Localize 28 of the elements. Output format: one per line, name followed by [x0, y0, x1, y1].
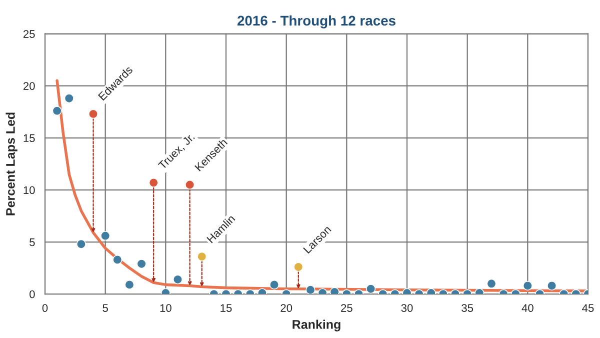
y-tick-label: 0 [30, 290, 35, 298]
x-tick-label: 30 [401, 304, 413, 312]
x-tick-label: 0 [42, 304, 48, 312]
x-tick-label: 45 [582, 304, 594, 312]
point [330, 287, 340, 294]
y-tick-label: 25 [23, 30, 35, 38]
point [184, 180, 195, 190]
y-tick-label: 5 [30, 238, 35, 246]
x-tick-label: 40 [522, 304, 534, 312]
point [52, 106, 62, 116]
point [148, 178, 158, 188]
point [100, 230, 110, 241]
x-axis-title: Ranking [292, 320, 340, 332]
x-tick-label: 15 [220, 304, 232, 312]
y-axis-title: Percent Laps Led [6, 112, 18, 216]
y-tick-label: 10 [24, 186, 35, 194]
x-tick-label: 20 [280, 304, 292, 312]
x-tick-label: 35 [462, 304, 474, 312]
chart-title: 2016 - Through 12 races [237, 15, 396, 28]
y-tick-label: 20 [23, 82, 35, 90]
x-tick-label: 25 [341, 304, 352, 312]
point [197, 252, 207, 262]
y-tick-label: 15 [24, 134, 35, 142]
x-tick-label: 5 [102, 304, 108, 312]
point [64, 94, 74, 104]
point [88, 109, 98, 119]
point [76, 239, 86, 249]
x-tick-label: 10 [160, 304, 172, 312]
